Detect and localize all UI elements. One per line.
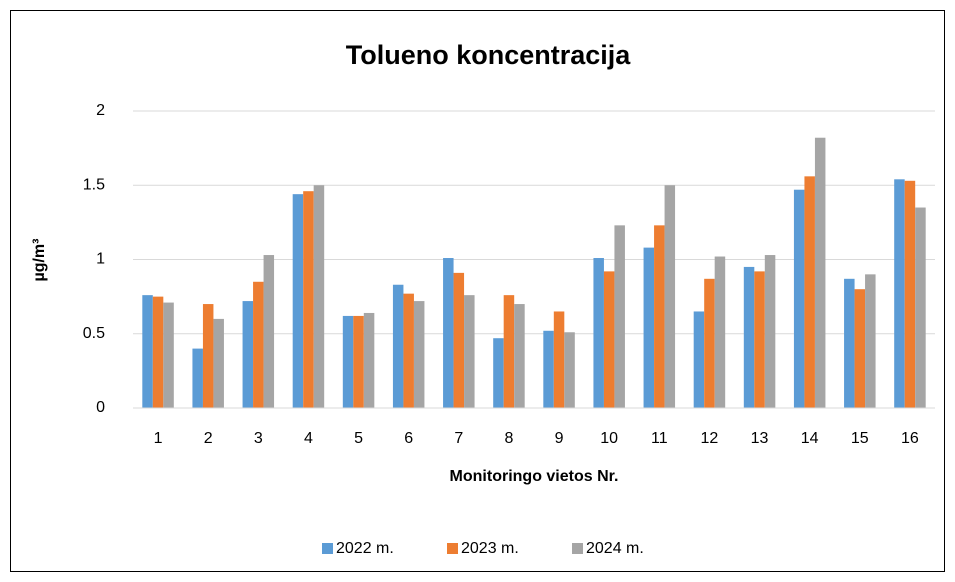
bar bbox=[202, 304, 214, 408]
bar bbox=[413, 301, 425, 408]
x-tick-label: 16 bbox=[901, 430, 919, 447]
chart-title: Tolueno koncentracija bbox=[346, 40, 632, 70]
x-tick-label: 14 bbox=[801, 430, 819, 447]
x-tick-label: 1 bbox=[154, 430, 163, 447]
bar bbox=[654, 225, 665, 408]
bar bbox=[493, 338, 504, 408]
x-tick-label: 8 bbox=[504, 430, 513, 447]
bar bbox=[152, 296, 164, 408]
bar bbox=[392, 284, 404, 408]
x-tick-label: 3 bbox=[254, 430, 263, 447]
bar bbox=[192, 348, 203, 408]
bar bbox=[503, 295, 515, 408]
bar bbox=[704, 278, 715, 408]
bar bbox=[603, 271, 615, 408]
bar bbox=[904, 180, 916, 408]
bar bbox=[564, 332, 575, 408]
bar bbox=[593, 258, 604, 408]
x-tick-label: 5 bbox=[354, 430, 363, 447]
bar bbox=[213, 318, 224, 408]
bar bbox=[915, 207, 926, 408]
bar bbox=[764, 255, 776, 408]
bar bbox=[342, 315, 354, 408]
bar bbox=[804, 176, 815, 408]
bar bbox=[865, 274, 876, 408]
x-tick-label: 9 bbox=[555, 430, 564, 447]
y-tick-label: 0 bbox=[96, 399, 105, 416]
legend-label: 2022 m. bbox=[336, 540, 394, 557]
bar bbox=[443, 258, 454, 408]
bar bbox=[894, 179, 905, 408]
bar bbox=[292, 194, 304, 408]
bar bbox=[514, 304, 525, 408]
bar bbox=[303, 191, 314, 408]
bar bbox=[363, 312, 375, 408]
legend-swatch bbox=[572, 543, 583, 554]
bar bbox=[743, 266, 755, 408]
y-tick-label: 1.5 bbox=[83, 176, 105, 193]
bar bbox=[253, 281, 264, 408]
x-tick-label: 2 bbox=[204, 430, 213, 447]
bar bbox=[464, 295, 475, 408]
bar bbox=[664, 185, 676, 408]
y-tick-label: 1 bbox=[96, 251, 105, 268]
bar bbox=[543, 330, 554, 408]
x-tick-label: 13 bbox=[751, 430, 769, 447]
legend-swatch bbox=[322, 543, 333, 554]
x-tick-label: 7 bbox=[454, 430, 463, 447]
x-tick-label: 10 bbox=[600, 430, 618, 447]
y-tick-label: 0.5 bbox=[83, 325, 105, 342]
x-tick-label: 15 bbox=[851, 430, 869, 447]
x-tick-label: 4 bbox=[304, 430, 313, 447]
bar bbox=[553, 311, 565, 408]
bar bbox=[643, 247, 655, 408]
x-tick-label: 6 bbox=[404, 430, 413, 447]
bar bbox=[844, 278, 855, 408]
x-tick-label: 12 bbox=[701, 430, 719, 447]
bar bbox=[693, 311, 705, 408]
legend-label: 2024 m. bbox=[586, 540, 644, 557]
bar bbox=[403, 293, 414, 408]
bar bbox=[242, 301, 254, 408]
x-tick-label: 11 bbox=[651, 430, 668, 447]
legend-swatch bbox=[447, 543, 458, 554]
bar bbox=[714, 256, 726, 408]
y-tick-label: 2 bbox=[96, 102, 105, 119]
bar bbox=[353, 315, 364, 408]
chart-border bbox=[10, 10, 945, 572]
bar bbox=[313, 185, 325, 408]
legend-label: 2023 m. bbox=[461, 540, 519, 557]
bar bbox=[793, 189, 805, 408]
bar bbox=[754, 271, 765, 408]
bar bbox=[814, 137, 826, 409]
bar bbox=[163, 302, 174, 408]
bar bbox=[614, 225, 625, 408]
bar bbox=[142, 295, 153, 408]
bar bbox=[453, 272, 465, 408]
x-axis-title: Monitoringo vietos Nr. bbox=[450, 468, 619, 485]
bar bbox=[263, 255, 275, 408]
bar bbox=[854, 289, 866, 408]
y-axis-title: µg/m³ bbox=[31, 239, 48, 282]
